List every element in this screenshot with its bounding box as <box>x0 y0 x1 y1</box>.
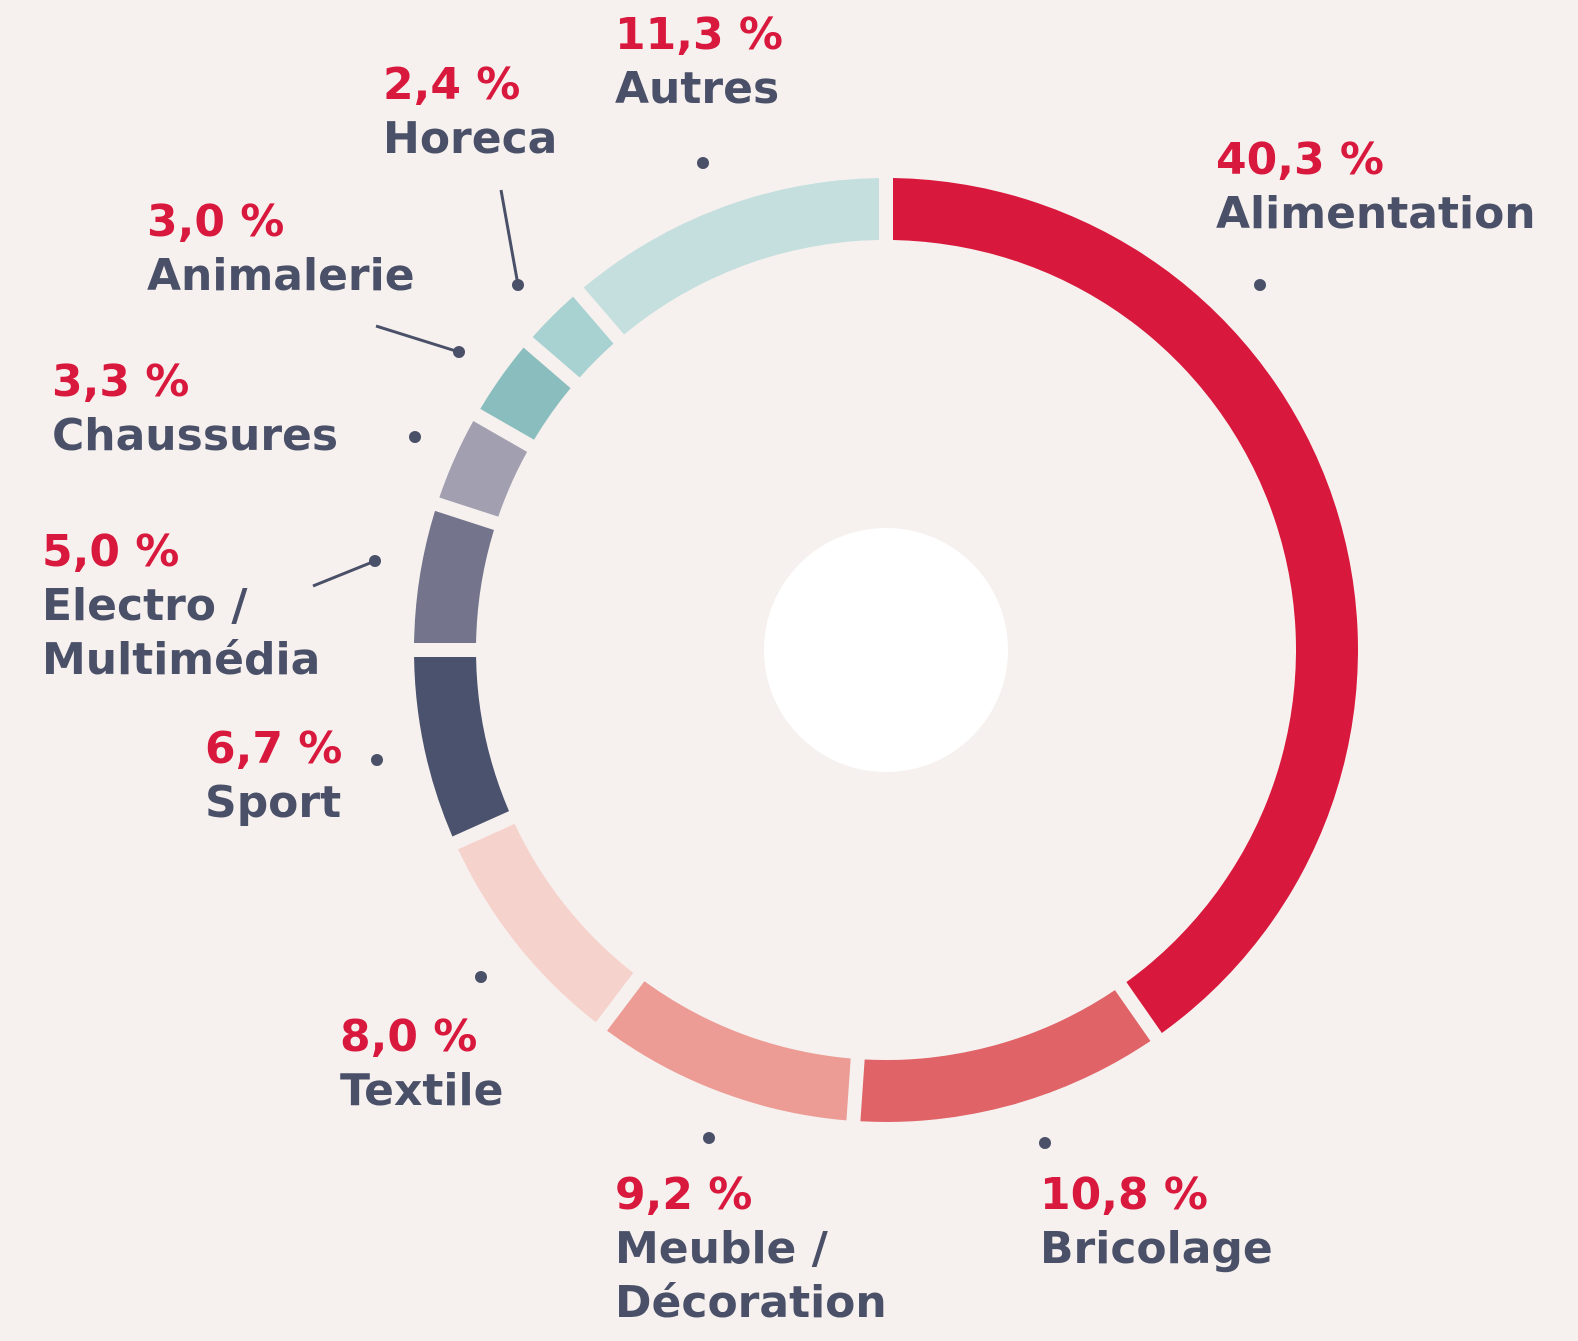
category-label: Alimentation <box>1216 188 1536 239</box>
category-label: Meuble / Décoration <box>615 1223 887 1328</box>
donut-segment <box>607 981 851 1121</box>
donut-segment <box>480 347 571 440</box>
slice-label: 3,0 % Animalerie <box>147 195 415 303</box>
category-label: Electro / Multimédia <box>42 580 321 685</box>
value-label: 10,8 % <box>1040 1169 1208 1220</box>
category-label: Bricolage <box>1040 1223 1273 1274</box>
slice-label: 3,3 % Chaussures <box>52 355 338 463</box>
leader-dot <box>697 157 709 169</box>
leader-dot <box>512 279 524 291</box>
leader-dot <box>369 555 381 567</box>
slice-label: 10,8 % Bricolage <box>1040 1168 1273 1276</box>
leader-dot <box>703 1132 715 1144</box>
leader-dot <box>1254 279 1266 291</box>
slice-label: 2,4 % Horeca <box>383 58 557 166</box>
value-label: 9,2 % <box>615 1169 753 1220</box>
slice-label: 5,0 % Electro / Multimédia <box>42 525 321 687</box>
leader-line <box>375 324 460 354</box>
slice-label: 11,3 % Autres <box>615 8 783 116</box>
leader-dot <box>1039 1137 1051 1149</box>
value-label: 5,0 % <box>42 526 180 577</box>
slice-label: 6,7 % Sport <box>205 722 342 830</box>
category-label: Chaussures <box>52 410 339 461</box>
donut-segment <box>414 656 509 837</box>
value-label: 40,3 % <box>1216 134 1384 185</box>
value-label: 3,3 % <box>52 356 190 407</box>
leader-dot <box>475 971 487 983</box>
donut-segment <box>583 178 880 335</box>
donut-segment <box>532 296 614 378</box>
category-label: Animalerie <box>147 250 415 301</box>
leader-line <box>499 189 520 286</box>
value-label: 6,7 % <box>205 723 343 774</box>
leader-line <box>312 559 376 588</box>
category-label: Horeca <box>383 113 558 164</box>
leader-dot <box>409 431 421 443</box>
donut-segment <box>860 990 1151 1122</box>
donut-segment <box>414 510 494 644</box>
leader-dot <box>453 346 465 358</box>
value-label: 11,3 % <box>615 9 783 60</box>
category-label: Textile <box>340 1065 504 1116</box>
value-label: 8,0 % <box>340 1011 478 1062</box>
donut-segment <box>458 823 634 1023</box>
value-label: 3,0 % <box>147 196 285 247</box>
center-hole <box>764 528 1008 772</box>
slice-label: 9,2 % Meuble / Décoration <box>615 1168 915 1330</box>
value-label: 2,4 % <box>383 59 521 110</box>
category-label: Sport <box>205 777 342 828</box>
leader-dot <box>371 754 383 766</box>
slice-label: 8,0 % Textile <box>340 1010 503 1118</box>
donut-segment <box>892 178 1359 1033</box>
slice-label: 40,3 % Alimentation <box>1216 133 1536 241</box>
donut-segment <box>439 420 528 517</box>
category-label: Autres <box>615 63 780 114</box>
